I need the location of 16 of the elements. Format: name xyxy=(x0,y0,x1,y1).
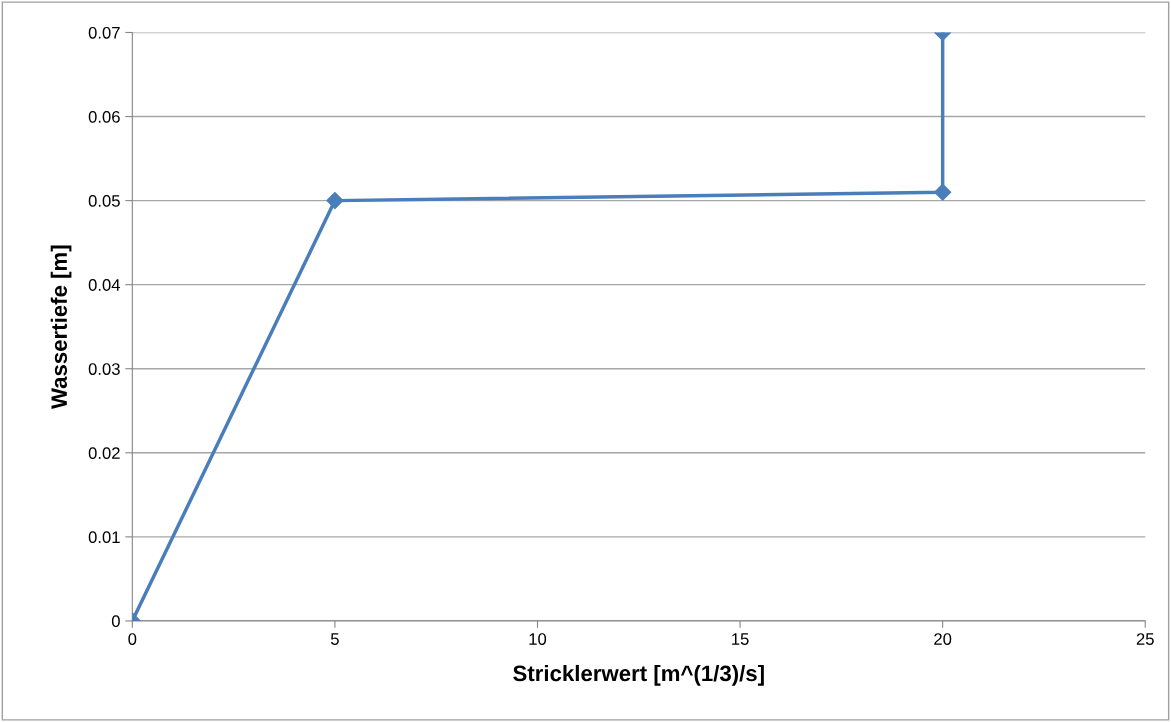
y-tick-label: 0.07 xyxy=(88,26,120,39)
y-tick-label: 0.05 xyxy=(88,195,120,207)
x-tick-label: 5 xyxy=(330,633,339,645)
y-axis-title: Wassertiefe [m] xyxy=(50,245,72,410)
y-tick-label: 0.03 xyxy=(88,363,120,375)
y-tick-label: 0.04 xyxy=(88,279,121,291)
y-tick-label: 0 xyxy=(111,615,120,628)
x-tick-label: 10 xyxy=(529,633,547,645)
x-axis-title: Stricklerwert [m^(1/3)/s] xyxy=(513,664,764,686)
x-tick-label: 20 xyxy=(934,633,952,645)
y-tick-label: 0.02 xyxy=(88,447,120,459)
y-tick-label: 0.01 xyxy=(88,531,120,544)
x-tick-label: 15 xyxy=(732,633,749,645)
y-tick-label: 0.06 xyxy=(88,110,120,123)
x-tick-label: 25 xyxy=(1136,633,1154,645)
x-tick-label: 0 xyxy=(128,633,137,645)
